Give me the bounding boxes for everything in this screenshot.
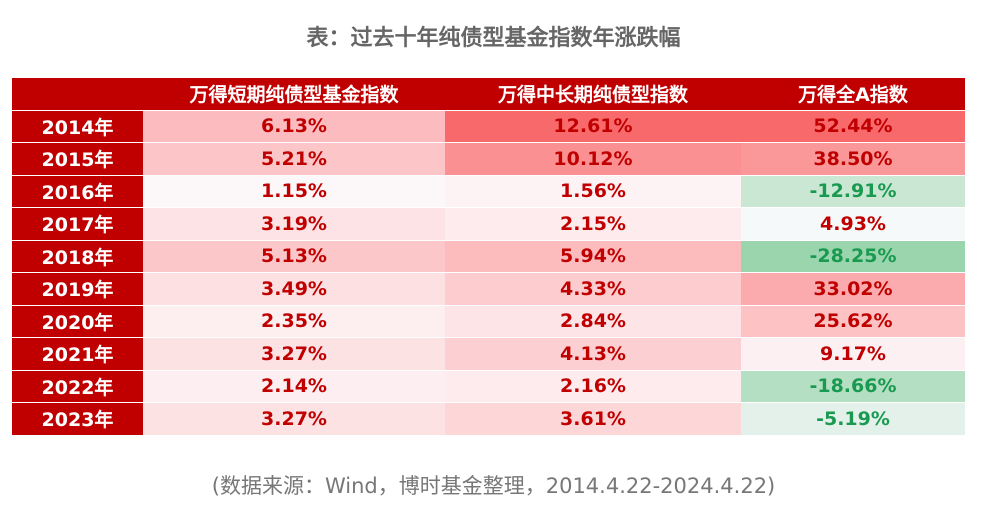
value-cell: 3.61% (445, 403, 741, 436)
header-cell (12, 78, 143, 111)
year-cell: 2015年 (12, 143, 143, 176)
year-cell: 2018年 (12, 240, 143, 273)
header-row: 万得短期纯债型基金指数 万得中长期纯债型指数 万得全A指数 (12, 78, 965, 111)
footnote: (数据来源：Wind，博时基金整理，2014.4.22-2024.4.22) (211, 474, 776, 498)
year-cell: 2014年 (12, 110, 143, 143)
table-row: 2016年 1.15% 1.56% -12.91% (12, 175, 965, 208)
value-cell: -5.19% (741, 403, 965, 436)
value-cell: 3.49% (143, 273, 445, 306)
value-cell: 12.61% (445, 110, 741, 143)
value-cell: 4.33% (445, 273, 741, 306)
value-cell: 2.84% (445, 305, 741, 338)
value-cell: 5.13% (143, 240, 445, 273)
value-cell: 2.15% (445, 208, 741, 241)
year-cell: 2022年 (12, 370, 143, 403)
year-cell: 2023年 (12, 403, 143, 436)
value-cell: 1.56% (445, 175, 741, 208)
header-cell: 万得中长期纯债型指数 (445, 78, 741, 111)
table-row: 2019年 3.49% 4.33% 33.02% (12, 273, 965, 306)
table-row: 2017年 3.19% 2.15% 4.93% (12, 208, 965, 241)
value-cell: -28.25% (741, 240, 965, 273)
year-cell: 2017年 (12, 208, 143, 241)
value-cell: 3.27% (143, 338, 445, 371)
value-cell: 5.21% (143, 143, 445, 176)
value-cell: 9.17% (741, 338, 965, 371)
value-cell: 6.13% (143, 110, 445, 143)
table-row: 2018年 5.13% 5.94% -28.25% (12, 240, 965, 273)
header-cell: 万得全A指数 (741, 78, 965, 111)
header-cell: 万得短期纯债型基金指数 (143, 78, 445, 111)
value-cell: 25.62% (741, 305, 965, 338)
value-cell: 2.35% (143, 305, 445, 338)
table-row: 2022年 2.14% 2.16% -18.66% (12, 370, 965, 403)
table-row: 2023年 3.27% 3.61% -5.19% (12, 403, 965, 436)
value-cell: -12.91% (741, 175, 965, 208)
value-cell: 1.15% (143, 175, 445, 208)
table-row: 2021年 3.27% 4.13% 9.17% (12, 338, 965, 371)
value-cell: 2.14% (143, 370, 445, 403)
value-cell: 10.12% (445, 143, 741, 176)
table-row: 2020年 2.35% 2.84% 25.62% (12, 305, 965, 338)
year-cell: 2021年 (12, 338, 143, 371)
table-row: 2015年 5.21% 10.12% 38.50% (12, 143, 965, 176)
table-row: 2014年 6.13% 12.61% 52.44% (12, 110, 965, 143)
value-cell: 38.50% (741, 143, 965, 176)
value-cell: 3.19% (143, 208, 445, 241)
value-cell: 3.27% (143, 403, 445, 436)
title: 表：过去十年纯债型基金指数年涨跌幅 (306, 26, 681, 51)
value-cell: 2.16% (445, 370, 741, 403)
year-cell: 2020年 (12, 305, 143, 338)
value-cell: 33.02% (741, 273, 965, 306)
value-cell: 4.93% (741, 208, 965, 241)
value-cell: 5.94% (445, 240, 741, 273)
value-cell: 52.44% (741, 110, 965, 143)
value-cell: -18.66% (741, 370, 965, 403)
value-cell: 4.13% (445, 338, 741, 371)
table: 万得短期纯债型基金指数 万得中长期纯债型指数 万得全A指数 2014年 6.13% 12.… (12, 78, 965, 436)
year-cell: 2019年 (12, 273, 143, 306)
year-cell: 2016年 (12, 175, 143, 208)
